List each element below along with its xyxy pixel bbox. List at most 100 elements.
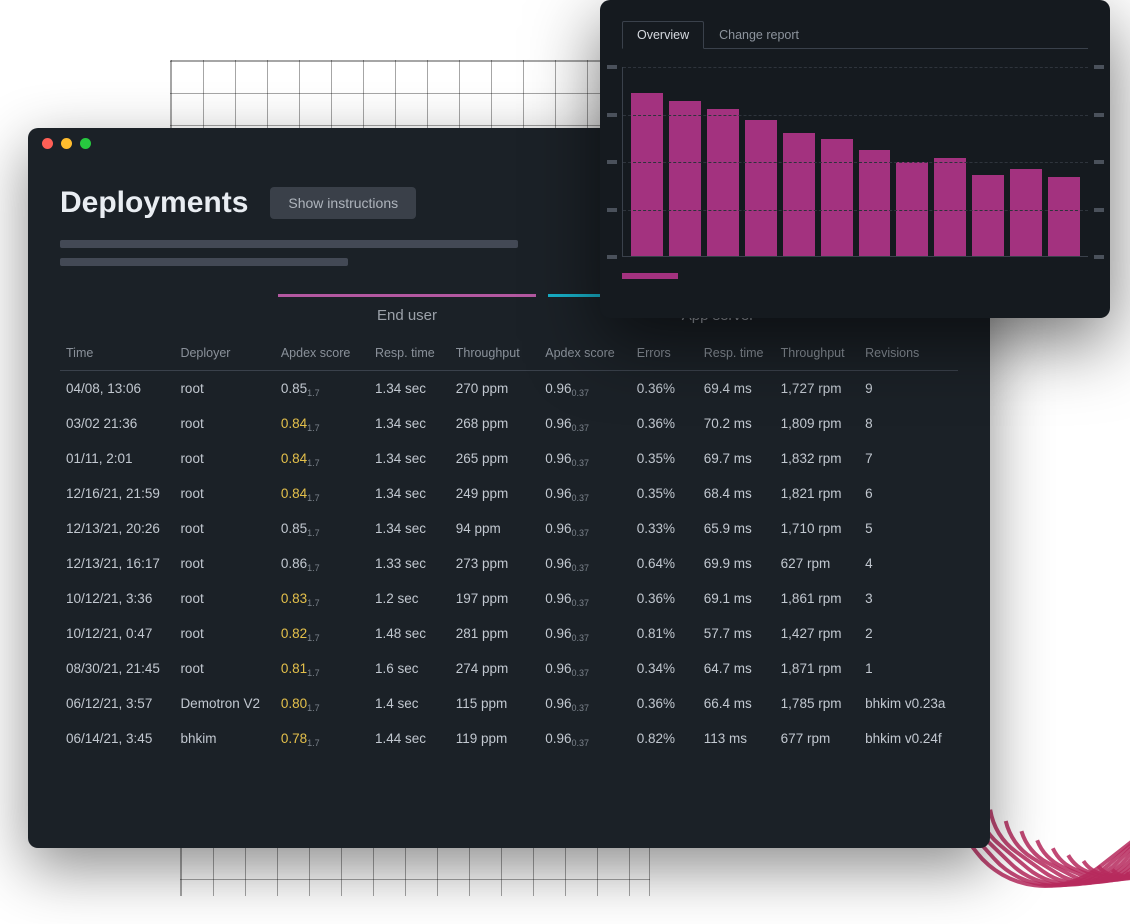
minimize-icon[interactable] — [61, 138, 72, 149]
cell-deployer: Demotron V2 — [174, 686, 274, 721]
cell-resp-appserver: 69.1 ms — [698, 581, 775, 616]
cell-errors: 0.34% — [631, 651, 698, 686]
col-resp2[interactable]: Resp. time — [698, 338, 775, 371]
cell-errors: 0.81% — [631, 616, 698, 651]
cell-time[interactable]: 06/14/21, 3:45 — [60, 721, 174, 756]
table-row: 10/12/21, 0:47root0.821.71.48 sec281 ppm… — [60, 616, 958, 651]
bar — [821, 139, 853, 256]
cell-throughput-enduser: 281 ppm — [450, 616, 540, 651]
maximize-icon[interactable] — [80, 138, 91, 149]
cell-revision: 2 — [859, 616, 958, 651]
cell-revision: 4 — [859, 546, 958, 581]
cell-deployer: root — [174, 546, 274, 581]
chart-legend-swatch — [622, 273, 678, 279]
cell-time[interactable]: 10/12/21, 3:36 — [60, 581, 174, 616]
section-end-user: End user — [278, 294, 536, 332]
bar — [669, 101, 701, 256]
bar — [745, 120, 777, 256]
cell-revision: 1 — [859, 651, 958, 686]
cell-time[interactable]: 12/16/21, 21:59 — [60, 476, 174, 511]
cell-throughput-appserver: 1,785 rpm — [775, 686, 859, 721]
cell-resp-enduser: 1.34 sec — [369, 476, 450, 511]
cell-deployer: root — [174, 441, 274, 476]
cell-errors: 0.35% — [631, 441, 698, 476]
cell-revision: bhkim v0.24f — [859, 721, 958, 756]
cell-time[interactable]: 04/08, 13:06 — [60, 371, 174, 407]
cell-resp-enduser: 1.34 sec — [369, 511, 450, 546]
cell-resp-appserver: 113 ms — [698, 721, 775, 756]
cell-throughput-enduser: 115 ppm — [450, 686, 540, 721]
cell-errors: 0.36% — [631, 406, 698, 441]
cell-apdex-appserver: 0.960.37 — [539, 476, 631, 511]
bar — [783, 133, 815, 256]
cell-time[interactable]: 03/02 21:36 — [60, 406, 174, 441]
close-icon[interactable] — [42, 138, 53, 149]
cell-revision: bhkim v0.23a — [859, 686, 958, 721]
cell-deployer: root — [174, 406, 274, 441]
cell-throughput-appserver: 1,871 rpm — [775, 651, 859, 686]
decorative-grid-bottom — [180, 846, 650, 896]
cell-throughput-enduser: 119 ppm — [450, 721, 540, 756]
cell-apdex-appserver: 0.960.37 — [539, 616, 631, 651]
table-row: 08/30/21, 21:45root0.811.71.6 sec274 ppm… — [60, 651, 958, 686]
col-thr2[interactable]: Throughput — [775, 338, 859, 371]
cell-revision: 6 — [859, 476, 958, 511]
tab-overview[interactable]: Overview — [622, 21, 704, 49]
cell-time[interactable]: 12/13/21, 16:17 — [60, 546, 174, 581]
show-instructions-button[interactable]: Show instructions — [270, 187, 416, 219]
col-revisions[interactable]: Revisions — [859, 338, 958, 371]
cell-throughput-enduser: 249 ppm — [450, 476, 540, 511]
cell-resp-appserver: 69.4 ms — [698, 371, 775, 407]
cell-apdex-enduser: 0.851.7 — [275, 511, 369, 546]
cell-throughput-appserver: 1,710 rpm — [775, 511, 859, 546]
bar — [1010, 169, 1042, 256]
cell-revision: 9 — [859, 371, 958, 407]
col-thr1[interactable]: Throughput — [450, 338, 540, 371]
cell-apdex-appserver: 0.960.37 — [539, 371, 631, 407]
cell-time[interactable]: 12/13/21, 20:26 — [60, 511, 174, 546]
col-apdex1[interactable]: Apdex score — [275, 338, 369, 371]
cell-errors: 0.35% — [631, 476, 698, 511]
skeleton-line — [60, 258, 348, 266]
cell-apdex-appserver: 0.960.37 — [539, 511, 631, 546]
skeleton-line — [60, 240, 518, 248]
cell-errors: 0.36% — [631, 686, 698, 721]
cell-resp-enduser: 1.6 sec — [369, 651, 450, 686]
cell-time[interactable]: 10/12/21, 0:47 — [60, 616, 174, 651]
cell-apdex-enduser: 0.851.7 — [275, 371, 369, 407]
cell-apdex-enduser: 0.811.7 — [275, 651, 369, 686]
bar — [1048, 177, 1080, 256]
cell-time[interactable]: 01/11, 2:01 — [60, 441, 174, 476]
table-row: 06/14/21, 3:45bhkim0.781.71.44 sec119 pp… — [60, 721, 958, 756]
col-resp1[interactable]: Resp. time — [369, 338, 450, 371]
chart-window: Overview Change report — [600, 0, 1110, 318]
cell-resp-enduser: 1.34 sec — [369, 371, 450, 407]
page-title: Deployments — [60, 186, 248, 220]
cell-revision: 5 — [859, 511, 958, 546]
col-errors[interactable]: Errors — [631, 338, 698, 371]
cell-time[interactable]: 06/12/21, 3:57 — [60, 686, 174, 721]
cell-throughput-appserver: 1,861 rpm — [775, 581, 859, 616]
cell-errors: 0.33% — [631, 511, 698, 546]
cell-resp-enduser: 1.34 sec — [369, 406, 450, 441]
cell-throughput-enduser: 197 ppm — [450, 581, 540, 616]
table-row: 12/13/21, 16:17root0.861.71.33 sec273 pp… — [60, 546, 958, 581]
cell-deployer: root — [174, 581, 274, 616]
col-apdex2[interactable]: Apdex score — [539, 338, 631, 371]
cell-deployer: root — [174, 371, 274, 407]
tab-change-report[interactable]: Change report — [704, 21, 814, 49]
col-time[interactable]: Time — [60, 338, 174, 371]
cell-resp-appserver: 65.9 ms — [698, 511, 775, 546]
cell-resp-appserver: 69.7 ms — [698, 441, 775, 476]
cell-throughput-enduser: 265 ppm — [450, 441, 540, 476]
cell-throughput-appserver: 1,727 rpm — [775, 371, 859, 407]
cell-revision: 8 — [859, 406, 958, 441]
cell-time[interactable]: 08/30/21, 21:45 — [60, 651, 174, 686]
cell-throughput-enduser: 274 ppm — [450, 651, 540, 686]
cell-apdex-appserver: 0.960.37 — [539, 441, 631, 476]
col-deployer[interactable]: Deployer — [174, 338, 274, 371]
cell-resp-enduser: 1.44 sec — [369, 721, 450, 756]
cell-resp-appserver: 70.2 ms — [698, 406, 775, 441]
bar — [972, 175, 1004, 256]
bar — [934, 158, 966, 256]
